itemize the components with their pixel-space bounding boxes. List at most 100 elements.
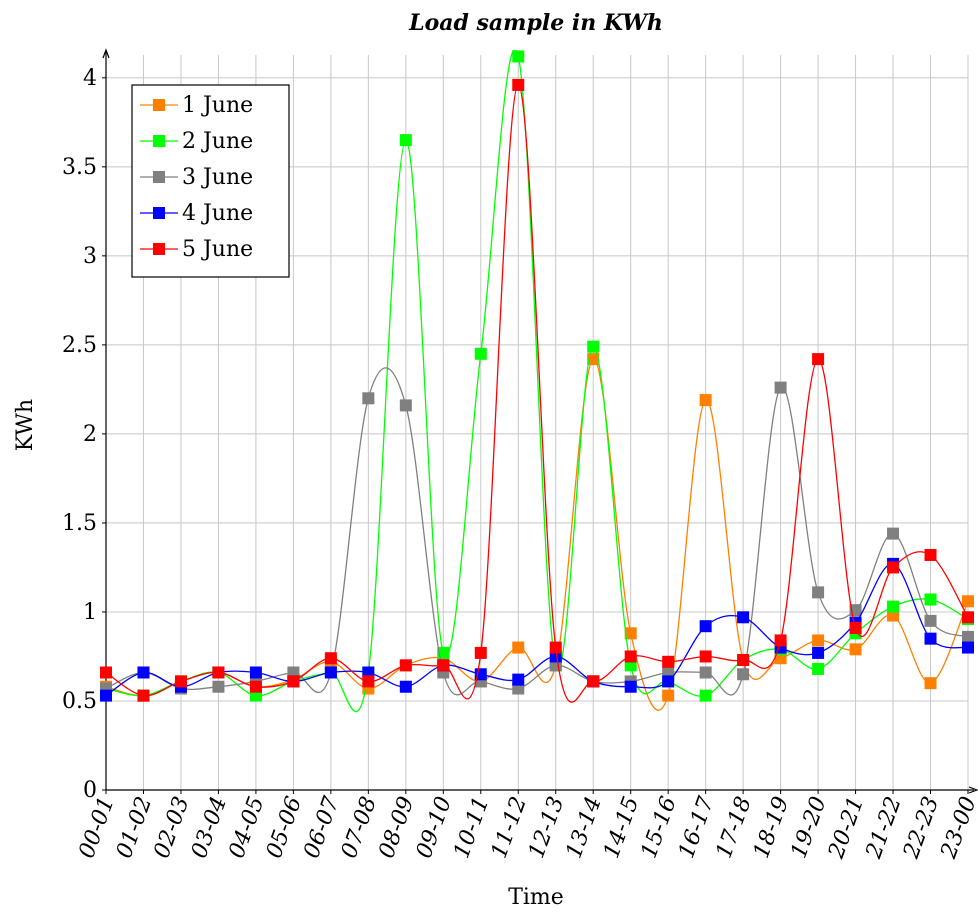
series-line	[105, 50, 969, 713]
data-point	[887, 561, 900, 574]
data-point	[962, 595, 974, 608]
data-point	[249, 689, 262, 702]
x-axis-ticks: 00-0101-0202-0303-0404-0505-0606-0707-08…	[74, 790, 978, 863]
legend-label: 1 June	[182, 93, 253, 118]
legend-marker	[153, 99, 165, 111]
data-point	[699, 620, 712, 633]
data-point	[100, 666, 112, 679]
grid	[105, 55, 969, 790]
data-point	[624, 650, 637, 663]
data-point	[549, 641, 562, 654]
data-point	[587, 340, 600, 353]
data-point	[887, 527, 900, 540]
data-point	[962, 611, 974, 624]
data-point	[812, 353, 825, 366]
legend-entry: 3 June	[140, 165, 253, 190]
data-point	[962, 641, 974, 654]
data-point	[812, 634, 825, 647]
data-point	[212, 680, 225, 693]
y-tick-label: 2.5	[62, 333, 97, 358]
y-axis-arrow	[102, 48, 110, 59]
data-point	[774, 381, 787, 394]
legend-entry: 4 June	[140, 201, 253, 226]
data-point	[474, 646, 487, 659]
data-point	[249, 680, 262, 693]
data-point	[137, 689, 150, 702]
y-axis-ticks: 0 0.5 1 1.5 2 2.5 3 3.5 4	[62, 66, 106, 803]
legend-marker	[153, 171, 165, 183]
data-point	[849, 643, 862, 656]
y-tick-label: 1.5	[62, 511, 97, 536]
data-point	[587, 353, 600, 366]
data-point	[774, 634, 787, 647]
data-point	[962, 630, 974, 643]
data-point	[399, 399, 412, 412]
y-axis-label: KWh	[13, 399, 38, 451]
data-point	[737, 654, 750, 667]
data-point	[324, 652, 337, 665]
data-point	[924, 593, 937, 606]
data-point	[924, 614, 937, 627]
data-point	[362, 675, 375, 688]
data-point	[662, 689, 675, 702]
data-point	[812, 646, 825, 659]
legend-label: 3 June	[182, 165, 253, 190]
legend-entry: 2 June	[140, 129, 253, 154]
data-point	[737, 668, 750, 681]
data-point	[324, 666, 337, 679]
legend-label: 5 June	[182, 237, 253, 262]
data-point	[812, 586, 825, 599]
x-axis-label: Time	[508, 885, 564, 910]
data-point	[399, 134, 412, 147]
data-point	[624, 680, 637, 693]
data-point	[137, 666, 150, 679]
data-point	[812, 662, 825, 675]
legend-label: 2 June	[182, 129, 253, 154]
y-tick-label: 0	[83, 778, 97, 803]
data-point	[249, 666, 262, 679]
y-tick-label: 3	[83, 244, 97, 269]
data-point	[924, 632, 937, 645]
data-point	[362, 392, 375, 405]
y-tick-label: 1	[83, 600, 97, 625]
data-point	[474, 347, 487, 360]
series-1-june	[100, 353, 974, 711]
data-point	[399, 659, 412, 672]
data-point	[512, 641, 525, 654]
data-point	[587, 675, 600, 688]
data-point	[699, 666, 712, 679]
data-point	[212, 666, 225, 679]
data-point	[924, 677, 937, 690]
y-tick-label: 0.5	[62, 689, 97, 714]
data-point	[924, 548, 937, 561]
legend-marker	[153, 207, 165, 219]
y-tick-label: 3.5	[62, 155, 97, 180]
data-point	[287, 675, 300, 688]
data-point	[887, 600, 900, 613]
series-group	[100, 50, 974, 713]
data-point	[512, 50, 525, 63]
data-point	[662, 655, 675, 668]
series-line	[105, 358, 969, 711]
legend-label: 4 June	[182, 201, 253, 226]
data-point	[174, 675, 187, 688]
data-point	[512, 673, 525, 686]
data-point	[737, 611, 750, 624]
data-point	[399, 680, 412, 693]
data-point	[699, 650, 712, 663]
legend-entry: 5 June	[140, 237, 253, 262]
data-point	[437, 659, 450, 672]
x-axis-arrow	[968, 786, 978, 794]
legend-marker	[153, 135, 165, 147]
data-point	[100, 689, 112, 702]
data-point	[699, 394, 712, 407]
y-tick-label: 4	[83, 66, 97, 91]
data-point	[699, 689, 712, 702]
series-5-june	[100, 78, 974, 703]
legend: 1 June 2 June 3 June 4 June 5 June	[131, 84, 290, 278]
series-line	[105, 367, 969, 696]
data-point	[512, 78, 525, 91]
data-point	[849, 621, 862, 634]
chart-title: Load sample in KWh	[408, 10, 663, 36]
